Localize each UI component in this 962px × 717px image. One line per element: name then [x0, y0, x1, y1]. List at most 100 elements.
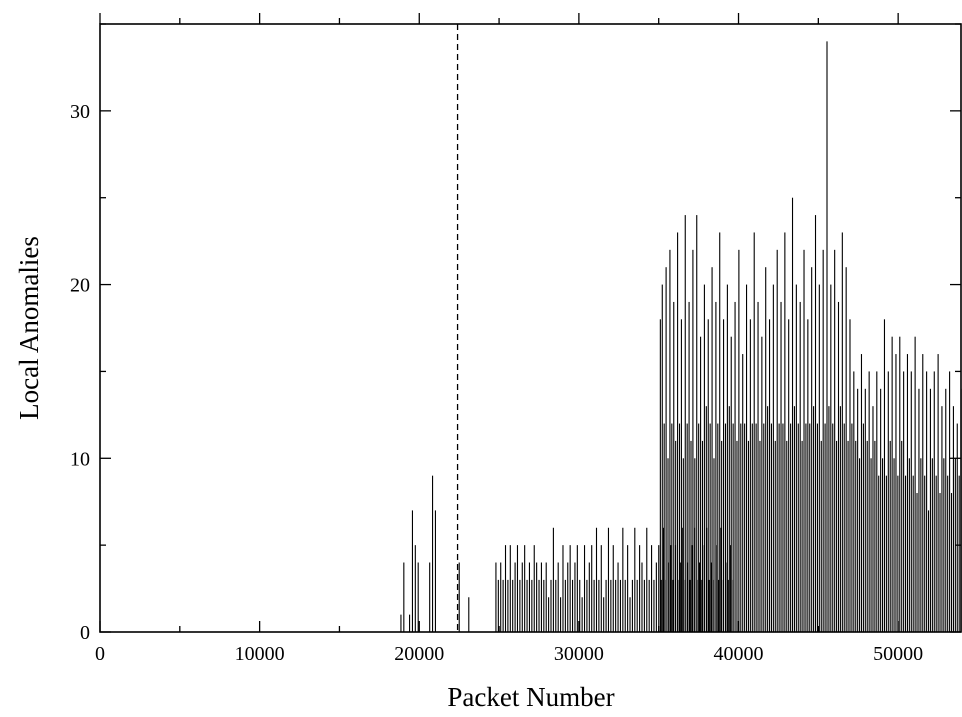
bar-179: [790, 423, 792, 632]
bar-251: [927, 510, 930, 632]
bar-52: [593, 579, 595, 632]
bar-101: [710, 562, 712, 632]
bar-31: [543, 579, 545, 632]
bar-120: [677, 232, 679, 632]
bar-16: [507, 579, 509, 632]
bar-92: [689, 579, 691, 632]
axis-ticks: [99, 13, 961, 633]
bar-233: [893, 458, 895, 632]
bar-39: [562, 545, 564, 632]
bar-37: [557, 562, 559, 632]
bar-117: [671, 423, 673, 632]
bar-118: [673, 301, 675, 632]
bar-253: [931, 458, 933, 632]
bar-20: [516, 545, 519, 632]
bar-132: [700, 336, 702, 632]
bar-10: [468, 597, 470, 632]
bar-234: [895, 354, 897, 632]
bar-23: [524, 545, 526, 632]
bar-108: [727, 579, 729, 632]
bar-40: [564, 579, 566, 632]
bar-259: [943, 458, 945, 632]
bar-153: [740, 423, 742, 632]
bar-62: [617, 562, 619, 632]
bar-250: [926, 371, 928, 632]
bar-115: [667, 458, 669, 632]
bar-93: [691, 545, 693, 632]
bar-218: [864, 388, 866, 632]
bar-51: [591, 545, 593, 632]
bar-3: [411, 510, 413, 632]
bar-180: [791, 197, 794, 632]
bar-34: [550, 579, 552, 632]
bar-111: [659, 319, 661, 632]
bar-131: [698, 423, 700, 632]
bar-141: [717, 423, 719, 632]
y-tick-label: 30: [70, 101, 90, 123]
bar-78: [655, 562, 657, 632]
bar-161: [755, 423, 757, 632]
bar-159: [751, 423, 753, 632]
bar-24: [526, 579, 528, 632]
bar-119: [675, 440, 677, 632]
bar-76: [651, 545, 653, 632]
bar-213: [855, 440, 857, 632]
bar-124: [684, 215, 686, 632]
bar-260: [945, 388, 947, 632]
bar-100: [708, 579, 710, 632]
bar-169: [770, 423, 772, 632]
bar-59: [610, 579, 612, 632]
bar-242: [910, 371, 912, 632]
y-tick-label: 10: [70, 448, 90, 470]
bar-176: [784, 232, 786, 632]
bar-243: [912, 475, 914, 632]
bar-25: [528, 562, 530, 632]
bar-129: [694, 458, 696, 632]
bar-249: [924, 475, 926, 632]
bar-225: [878, 475, 880, 632]
bar-220: [868, 371, 870, 632]
bar-72: [641, 562, 643, 632]
bar-67: [629, 597, 631, 632]
bar-219: [866, 440, 868, 632]
bar-238: [903, 371, 905, 632]
bar-32: [545, 562, 547, 632]
bar-84: [670, 545, 672, 632]
bar-135: [705, 406, 707, 632]
bar-58: [607, 527, 610, 632]
bar-80: [660, 579, 662, 632]
bar-246: [918, 388, 920, 632]
bar-263: [950, 493, 953, 632]
bar-147: [728, 406, 730, 632]
bar-116: [669, 249, 671, 632]
bar-230: [887, 371, 889, 632]
bar-73: [643, 579, 645, 632]
bar-185: [801, 440, 803, 632]
bar-41: [567, 562, 569, 632]
bar-97: [701, 579, 703, 632]
bar-5: [417, 562, 419, 632]
bar-136: [707, 319, 709, 632]
bar-216: [860, 354, 863, 632]
bar-264: [952, 406, 954, 632]
y-tick-label: 0: [80, 622, 90, 644]
bar-121: [678, 423, 681, 632]
bar-248: [922, 354, 924, 632]
bar-209: [847, 440, 849, 632]
bar-245: [916, 493, 918, 632]
bar-160: [753, 232, 755, 632]
bar-74: [646, 527, 648, 632]
bar-88: [679, 562, 681, 632]
bar-261: [947, 475, 949, 632]
bar-205: [839, 406, 841, 632]
bar-199: [828, 406, 830, 632]
bar-155: [744, 423, 746, 632]
bar-22: [521, 562, 523, 632]
bar-46: [579, 579, 581, 632]
bar-166: [765, 267, 767, 632]
bar-181: [793, 406, 795, 632]
bar-128: [692, 249, 694, 632]
bar-15: [504, 545, 507, 632]
bar-255: [935, 475, 937, 632]
bar-130: [696, 215, 698, 632]
